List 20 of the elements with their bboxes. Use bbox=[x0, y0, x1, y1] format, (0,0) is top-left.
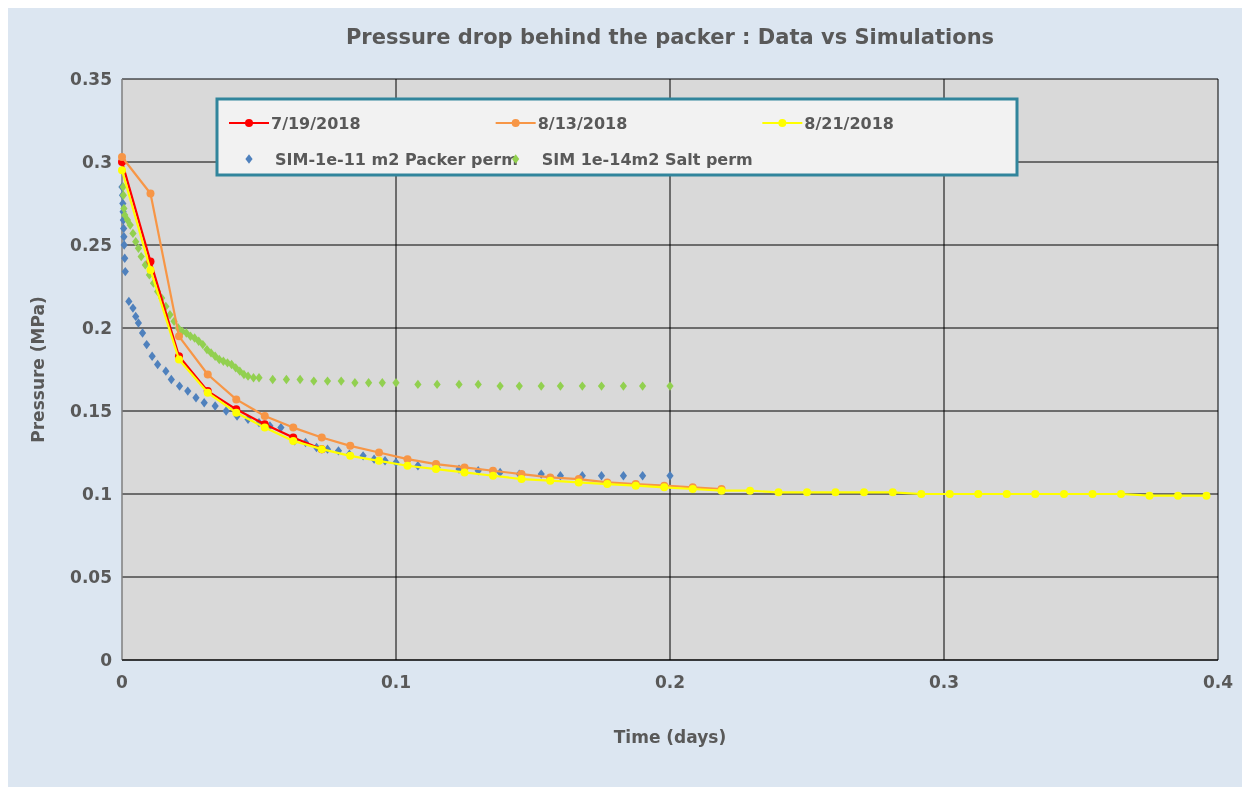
legend-label: 8/13/2018 bbox=[537, 114, 628, 133]
y-tick-label: 0.1 bbox=[81, 484, 112, 504]
x-tick-label: 0 bbox=[116, 672, 129, 692]
x-tick-label: 0.1 bbox=[380, 672, 412, 692]
chart-title: Pressure drop behind the packer : Data vs Simulations bbox=[345, 25, 995, 49]
x-tick-label: 0.3 bbox=[928, 672, 960, 692]
y-tick-label: 0.3 bbox=[81, 152, 112, 172]
x-tick-label: 0.4 bbox=[1202, 672, 1234, 692]
y-axis-title: Pressure (MPa) bbox=[28, 296, 48, 443]
legend-label: 7/19/2018 bbox=[271, 114, 361, 133]
y-tick-label: 0.2 bbox=[81, 318, 112, 338]
x-axis-title: Time (days) bbox=[613, 727, 727, 747]
legend-label: SIM 1e-14m2 Salt perm bbox=[541, 150, 753, 169]
y-tick-label: 0.15 bbox=[70, 401, 112, 421]
y-tick-label: 0.25 bbox=[70, 235, 112, 255]
y-tick-label: 0.05 bbox=[70, 567, 112, 587]
y-tick-label: 0 bbox=[100, 650, 113, 670]
y-tick-label: 0.35 bbox=[70, 69, 112, 89]
legend-label: 8/21/2018 bbox=[804, 114, 894, 133]
x-tick-label: 0.2 bbox=[654, 672, 686, 692]
